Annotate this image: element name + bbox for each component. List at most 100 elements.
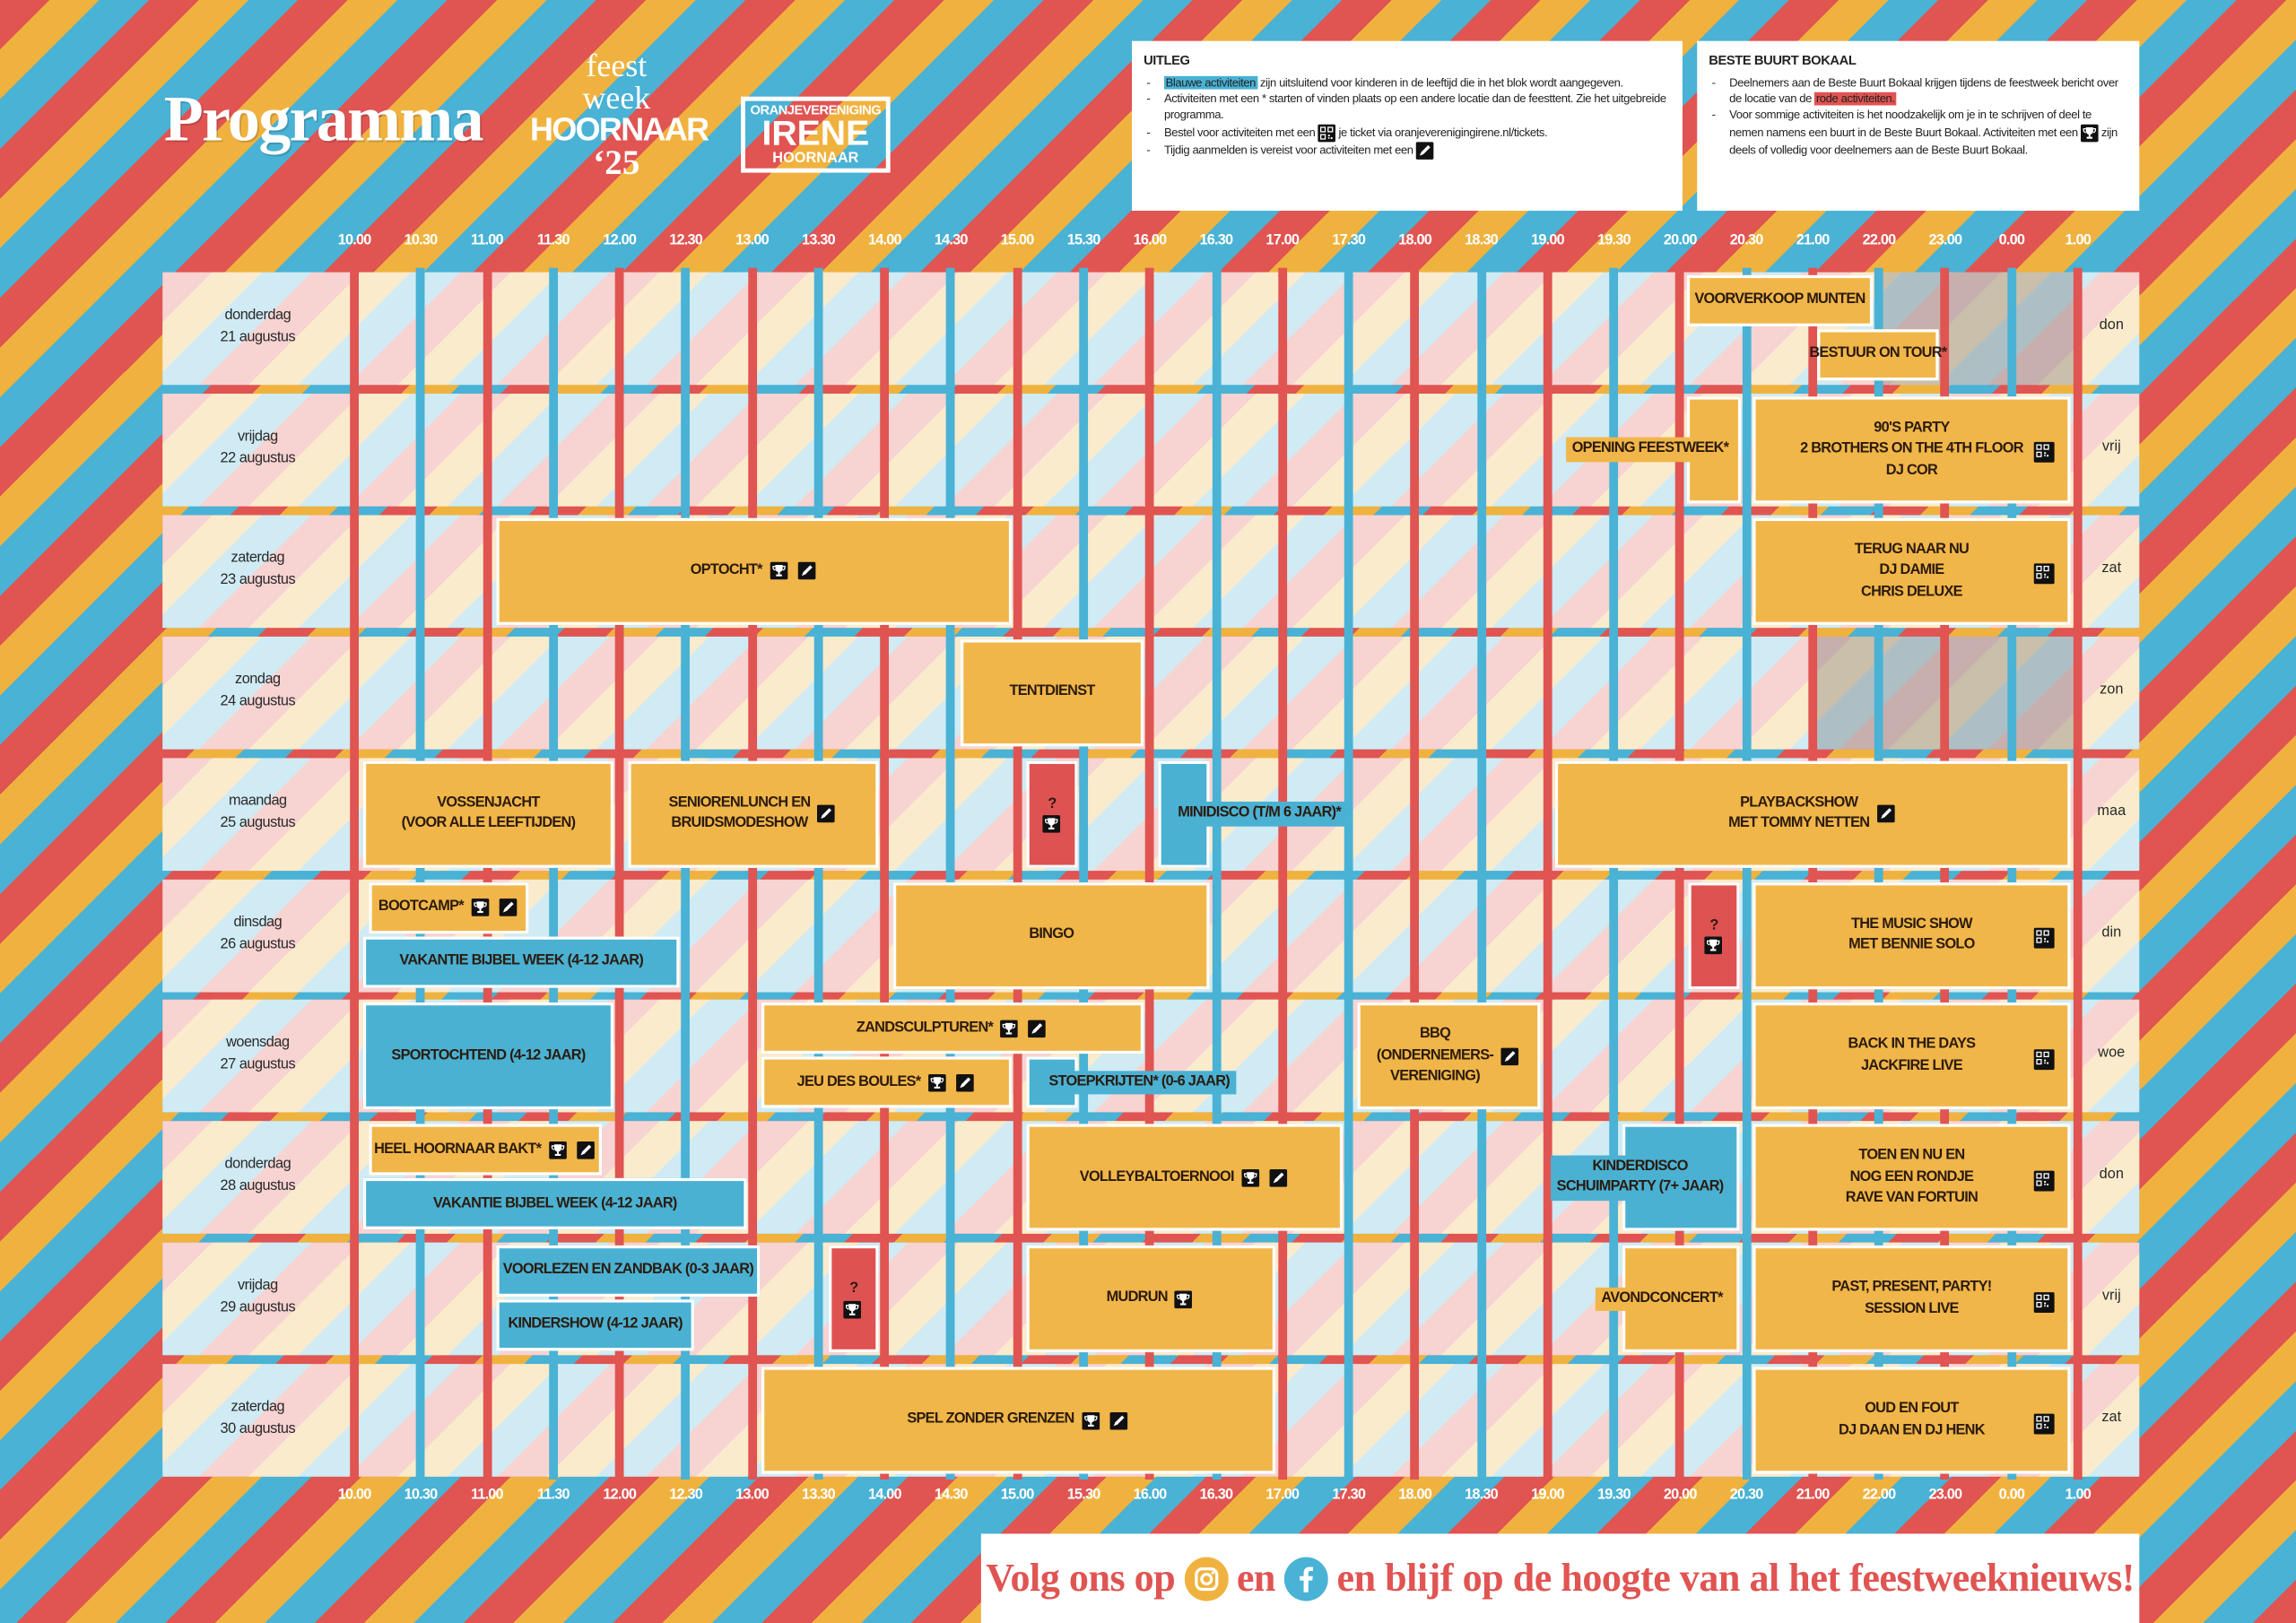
event: TENTDIENST <box>961 638 1144 746</box>
event-line: (ONDERNEMERS- <box>1376 1046 1494 1063</box>
bokaal-text: Deelnemers aan de Beste Buurt Bokaal kri… <box>1729 75 2118 106</box>
event-line: TOEN EN NU EN <box>1858 1147 1965 1164</box>
event-text: BINGO <box>1029 924 1074 946</box>
time-label: 11.30 <box>536 1487 570 1504</box>
time-label: 13.00 <box>735 232 770 249</box>
event-tag: AVONDCONCERT* <box>1595 1287 1729 1312</box>
day-label-line: vrijdag <box>237 429 278 445</box>
event-text: BOOTCAMP* <box>378 897 465 918</box>
event-text: TOEN EN NU EN NOG EEN RONDJE RAVE VAN FORT… <box>1846 1146 1979 1210</box>
event: THE MUSIC SHOW MET BENNIE SOLO <box>1752 881 2071 989</box>
qr-icon <box>2033 927 2055 949</box>
trophy-icon <box>548 1141 567 1159</box>
bokaal-title: BESTE BUURT BOKAAL <box>1709 52 1857 68</box>
event-text: KINDERDISCO SCHUIMPARTY (7+ JAAR) <box>1557 1157 1725 1199</box>
day-label-line: zaterdag <box>230 1399 285 1416</box>
day-label-line: maandag <box>228 792 287 809</box>
logo-text: HOORNAAR <box>530 111 709 148</box>
day-short: din <box>2101 924 2122 941</box>
trophy-icon <box>927 1073 946 1092</box>
day-label-line: zaterdag <box>230 550 285 567</box>
time-label: 12.00 <box>603 232 637 249</box>
event-text: PAST, PRESENT, PARTY! SESSION LIVE <box>1831 1278 1992 1320</box>
trophy-icon <box>1041 815 1060 834</box>
time-label: 10.00 <box>337 1487 372 1504</box>
event-tag: KINDERDISCO SCHUIMPARTY (7+ JAAR) <box>1551 1155 1730 1201</box>
time-label: 18.30 <box>1465 232 1499 249</box>
grid-line <box>813 267 823 1480</box>
event-line: VOLLEYBALTOERNOOI <box>1079 1168 1235 1185</box>
event-line: OPENING FEESTWEEK* <box>1571 440 1729 457</box>
day-label-line: 22 augustus <box>220 450 296 467</box>
time-label: 0.00 <box>1998 232 2025 249</box>
grid-line <box>1145 267 1154 1480</box>
title: Programma <box>163 83 484 156</box>
event-text: VAKANTIE BIJBEL WEEK (4-12 JAAR) <box>399 950 643 972</box>
event-line: STOEPKRIJTEN* (0-6 JAAR) <box>1048 1073 1231 1090</box>
pencil-icon <box>817 804 836 823</box>
event-text: MUDRUN <box>1107 1289 1169 1310</box>
event-line: BESTUUR ON TOUR* <box>1809 345 1947 362</box>
footer: Volg ons op en en blijf op de hoogte van… <box>980 1533 2140 1623</box>
qr-icon <box>2033 1049 2055 1070</box>
time-label: 14.00 <box>867 232 902 249</box>
day-label-line: dinsdag <box>233 914 283 931</box>
event: BINGO <box>892 881 1210 989</box>
legend-text: zijn uitsluitend voor kinderen in de lee… <box>1259 75 1623 90</box>
trophy-icon <box>471 898 489 916</box>
day-label-line: 28 augustus <box>220 1178 296 1195</box>
day-label-line: 30 augustus <box>220 1420 296 1437</box>
legend-text: Activiteiten met een * starten of vinden… <box>1163 92 1666 123</box>
event-text: OUD EN FOUT DJ DAAN EN DJ HENK <box>1839 1399 1986 1441</box>
pencil-icon <box>1415 142 1434 160</box>
event: ? <box>1026 760 1078 868</box>
event-tag: STOEPKRIJTEN* (0-6 JAAR) <box>1042 1071 1236 1096</box>
event-line: 2 BROTHERS ON THE 4TH FLOOR <box>1800 440 2023 457</box>
bokaal-text: zijn deels of volledig voor deelnemers a… <box>1729 126 2118 157</box>
logo-text: IRENE <box>761 114 870 154</box>
day-short: zon <box>2100 681 2124 699</box>
event-line: OUD EN FOUT <box>1865 1401 1959 1418</box>
grid-line <box>1742 267 1752 1480</box>
bokaal-box: BESTE BUURT BOKAAL Deelnemers aan de Bes… <box>1697 40 2140 212</box>
event-line: TERUG NAAR NU <box>1854 541 1970 558</box>
event-line: SPORTOCHTEND (4-12 JAAR) <box>391 1046 586 1063</box>
event-text: TENTDIENST <box>1009 681 1095 703</box>
footer-text: en <box>1236 1555 1276 1600</box>
day-short: zat <box>2101 1409 2122 1426</box>
qr-icon <box>1318 124 1336 143</box>
time-label: 15.30 <box>1066 232 1101 249</box>
day-label-line: 26 augustus <box>220 935 296 952</box>
grid-line <box>1013 267 1022 1480</box>
event: ? <box>829 1245 879 1353</box>
time-label: 14.00 <box>867 1487 902 1504</box>
legend-text: Bestel voor activiteiten met een <box>1163 126 1316 139</box>
pencil-icon <box>576 1141 595 1159</box>
day-label-line: 27 augustus <box>220 1057 296 1073</box>
event-text: MINIDISCO (T/M 6 JAAR)* <box>1178 803 1341 825</box>
day-label: zondag 24 augustus <box>162 668 352 712</box>
event-line: CHRIS DELUXE <box>1861 583 1962 600</box>
grid-line <box>1079 267 1089 1480</box>
instagram-icon <box>1184 1556 1229 1601</box>
day-label: dinsdag 26 augustus <box>162 911 352 955</box>
event: 90'S PARTY 2 BROTHERS ON THE 4TH FLOOR DJ … <box>1752 396 2071 504</box>
grid-line <box>747 267 757 1480</box>
legend-title: UITLEG <box>1144 52 1190 68</box>
event: HEEL HOORNAAR BAKT* <box>369 1124 603 1176</box>
time-label: 11.30 <box>536 232 570 249</box>
time-label: 13.00 <box>735 1487 770 1504</box>
day-label: vrijdag 22 augustus <box>162 426 352 470</box>
time-label: 0.00 <box>1998 1487 2025 1504</box>
day-short: don <box>2099 1167 2124 1184</box>
pencil-icon <box>1500 1047 1518 1065</box>
time-label: 10.30 <box>404 1487 439 1504</box>
event-line: SENIORENLUNCH EN <box>668 794 812 811</box>
event-text: VOLLEYBALTOERNOOI <box>1079 1167 1235 1189</box>
time-label: 19.30 <box>1596 1487 1631 1504</box>
time-label: 20.30 <box>1729 1487 1764 1504</box>
event-line: BACK IN THE DAYS <box>1848 1037 1976 1054</box>
time-label: 23.00 <box>1928 1487 1963 1504</box>
pencil-icon <box>1028 1020 1046 1037</box>
